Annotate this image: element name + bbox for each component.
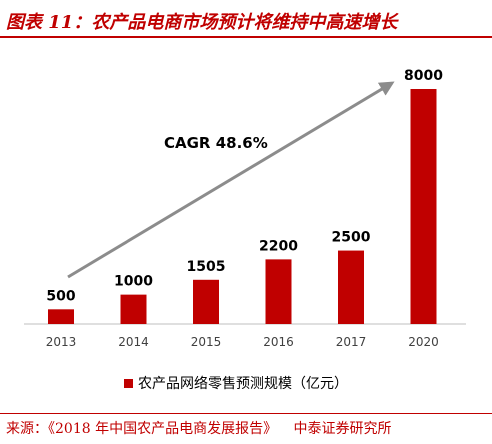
legend-label: 农产品网络零售预测规模（亿元） (138, 376, 348, 392)
cagr-annotation: CAGR 48.6% (164, 134, 268, 152)
source-org: 中泰证券研究所 (293, 421, 392, 437)
title-divider (0, 36, 492, 38)
x-tick-2013: 2013 (46, 335, 77, 349)
bar-2020 (410, 89, 437, 324)
x-tick-2014: 2014 (118, 335, 149, 349)
source-divider (0, 413, 492, 414)
bar-chart: 500 1000 1505 2200 2500 8000 2013 2014 2015 2016… (24, 68, 466, 392)
bar-2014 (120, 294, 147, 324)
source-text: 来源：《2018 年中国农产品电商发展报告》 (6, 421, 278, 437)
value-label-2016: 2200 (259, 238, 298, 254)
legend-swatch (124, 379, 133, 388)
x-tick-2015: 2015 (191, 335, 222, 349)
bar-2015 (193, 279, 219, 324)
bar-2017 (338, 250, 364, 324)
x-tick-2020: 2020 (408, 335, 439, 349)
bar-2016 (265, 259, 292, 324)
value-label-2020: 8000 (404, 68, 443, 84)
value-label-2014: 1000 (114, 274, 153, 290)
cagr-arrow (67, 81, 395, 279)
x-tick-2016: 2016 (263, 335, 294, 349)
value-label-2015: 1505 (187, 259, 226, 275)
chart-title: 图表 11：农产品电商市场预计将维持中高速增长 (6, 12, 398, 33)
value-label-2013: 500 (46, 288, 75, 304)
source-note: 来源：《2018 年中国农产品电商发展报告》 中泰证券研究所 (6, 418, 486, 438)
value-label-2017: 2500 (332, 230, 371, 246)
bar-2013 (48, 309, 74, 324)
x-tick-2017: 2017 (336, 335, 367, 349)
